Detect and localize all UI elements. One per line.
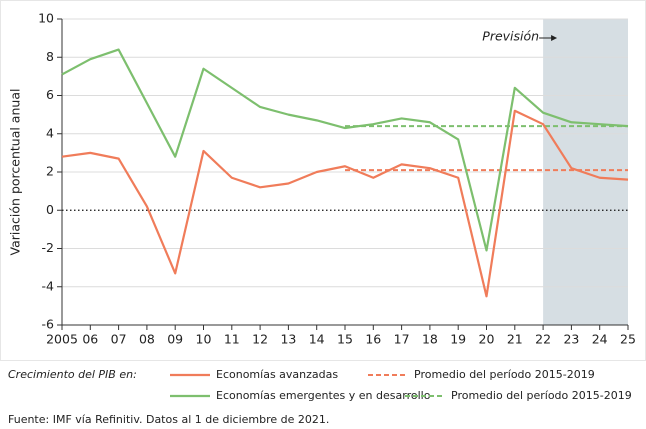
legend-label: Promedio del período 2015-2019: [451, 389, 632, 402]
series-line: [61, 109, 629, 298]
x-tick-label: 08: [139, 332, 155, 347]
x-tick-label: 23: [563, 332, 579, 347]
y-tick-label: 4: [46, 125, 54, 140]
x-tick-label: 25: [620, 332, 636, 347]
x-tick-label: 18: [422, 332, 438, 347]
x-tick-label: 11: [224, 332, 240, 347]
x-tick-label: 17: [394, 332, 410, 347]
x-tick-label: 10: [196, 332, 212, 347]
y-tick-label: -2: [42, 240, 54, 255]
legend-prefix: Crecimiento del PIB en:: [8, 368, 137, 381]
arrow-head: [551, 35, 558, 41]
x-tick-label: 09: [167, 332, 183, 347]
x-tick-label: 13: [280, 332, 296, 347]
y-tick-label: 10: [38, 11, 54, 26]
x-tick-label: 20: [479, 332, 495, 347]
x-tick-label: 24: [592, 332, 608, 347]
legend-label: Economías avanzadas: [216, 368, 338, 381]
y-tick-label: 6: [46, 87, 54, 102]
x-tick-label: 12: [252, 332, 268, 347]
x-tick-label: 19: [450, 332, 466, 347]
x-tick-label: 21: [507, 332, 523, 347]
x-tick-label: 22: [535, 332, 551, 347]
y-tick-label: -6: [42, 317, 55, 332]
series-line: [61, 48, 629, 252]
forecast-label: Previsión: [482, 29, 539, 44]
y-tick-label: 0: [46, 202, 54, 217]
y-axis-label: Variación porcentual anual: [8, 89, 23, 256]
x-tick-label: 06: [82, 332, 98, 347]
x-tick-label: 2005: [46, 332, 78, 347]
legend-label: Promedio del período 2015-2019: [414, 368, 595, 381]
y-tick-label: 8: [46, 49, 54, 64]
y-tick-label: -4: [42, 278, 55, 293]
x-tick-label: 15: [337, 332, 353, 347]
x-tick-label: 16: [365, 332, 381, 347]
y-tick-label: 2: [46, 164, 54, 179]
legend-label: Economías emergentes y en desarrollo: [216, 389, 431, 402]
x-tick-label: 14: [309, 332, 325, 347]
x-tick-label: 07: [111, 332, 127, 347]
source: Fuente: IMF vía Refinitiv. Datos al 1 de…: [8, 413, 329, 426]
